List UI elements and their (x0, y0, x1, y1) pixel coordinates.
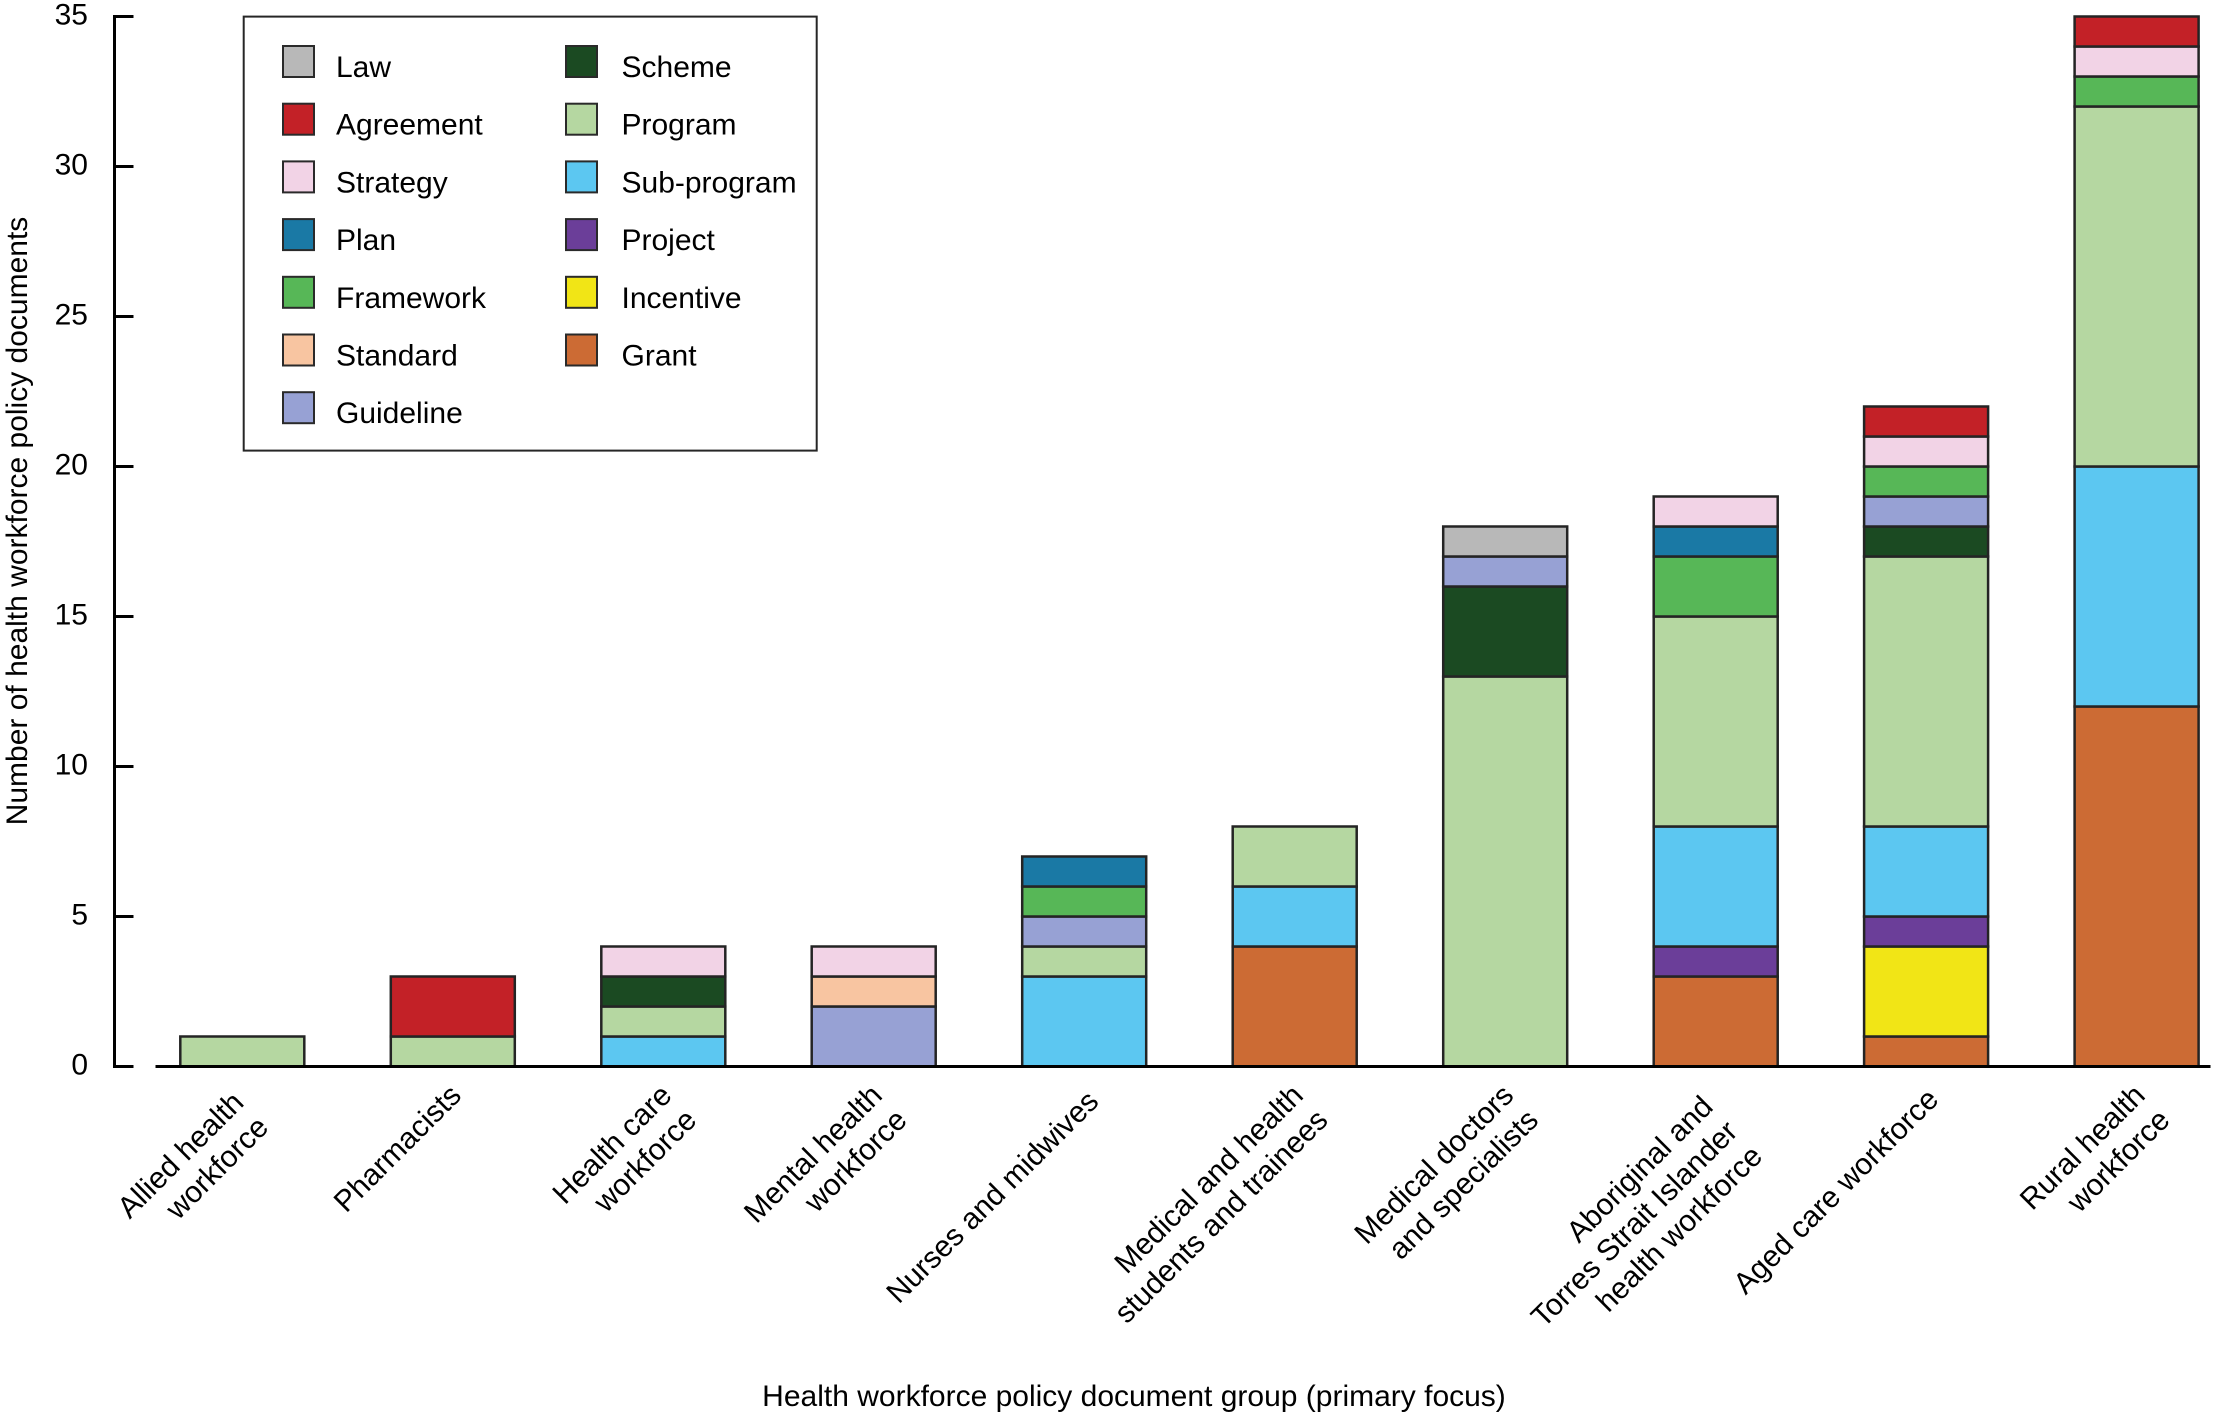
svg-text:5: 5 (71, 898, 88, 931)
svg-text:Number of health workforce pol: Number of health workforce policy docume… (1, 217, 34, 826)
svg-text:Sub-program: Sub-program (622, 166, 797, 199)
svg-text:Guideline: Guideline (336, 397, 463, 430)
svg-text:Scheme: Scheme (622, 51, 732, 84)
svg-text:Health workforce policy docume: Health workforce policy document group (… (762, 1380, 1506, 1413)
svg-text:20: 20 (55, 448, 88, 481)
svg-text:35: 35 (55, 0, 88, 31)
svg-text:Framework: Framework (336, 282, 487, 315)
svg-text:Program: Program (622, 109, 737, 142)
svg-text:Grant: Grant (622, 340, 698, 373)
svg-text:Strategy: Strategy (336, 166, 448, 199)
svg-text:Project: Project (622, 224, 716, 257)
svg-text:Agreement: Agreement (336, 109, 483, 142)
svg-text:Standard: Standard (336, 340, 458, 373)
svg-text:Incentive: Incentive (622, 282, 742, 315)
svg-text:15: 15 (55, 598, 88, 631)
svg-text:Plan: Plan (336, 224, 396, 257)
svg-text:30: 30 (55, 148, 88, 181)
svg-text:Law: Law (336, 51, 391, 84)
svg-text:10: 10 (55, 748, 88, 781)
svg-text:0: 0 (71, 1048, 88, 1081)
svg-text:25: 25 (55, 298, 88, 331)
